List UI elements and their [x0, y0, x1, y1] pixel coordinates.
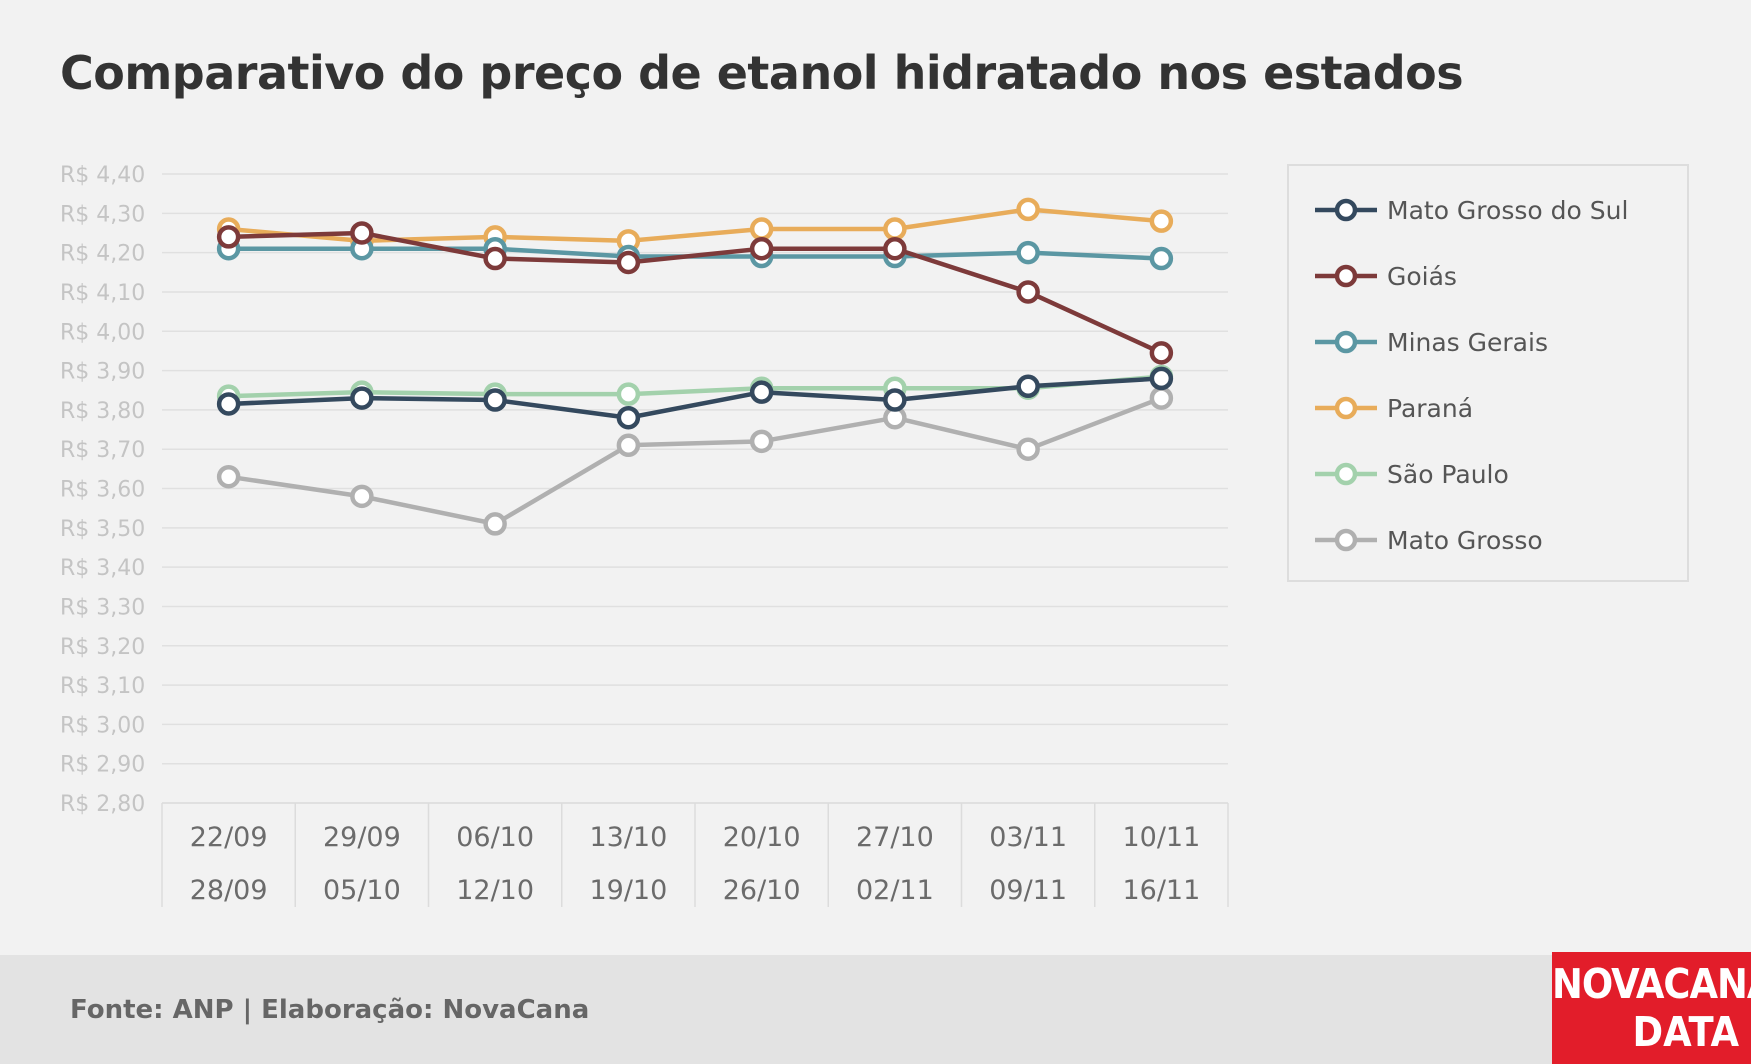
data-point-goias — [350, 221, 374, 245]
data-point-mato-grosso-do-sul — [1149, 366, 1174, 391]
data-point-goias — [883, 236, 907, 261]
data-point-sao-paulo — [616, 382, 641, 406]
data-point-goias — [1149, 341, 1174, 365]
chart-title: Comparativo do preço de etanol hidratado… — [60, 46, 1464, 100]
legend-swatch-marker — [1334, 198, 1358, 222]
data-point-mato-grosso — [216, 464, 241, 489]
legend-item: Mato Grosso — [1313, 522, 1543, 558]
legend-swatch — [1315, 264, 1377, 288]
legend-swatch — [1315, 198, 1377, 222]
y-tick-label: R$ 3,00 — [60, 713, 145, 738]
series-line-mato-grosso — [228, 395, 1163, 527]
data-point-mato-grosso — [749, 429, 774, 454]
legend-swatch-marker — [1334, 528, 1358, 552]
data-point-mato-grosso-do-sul — [749, 380, 774, 404]
y-tick-label: R$ 3,20 — [60, 635, 145, 660]
legend-swatch-marker — [1334, 330, 1358, 354]
data-point-goias — [1016, 280, 1040, 304]
data-point-minas-gerais — [1149, 246, 1174, 271]
data-point-parana — [1016, 197, 1040, 222]
x-tick-label-end: 09/11 — [989, 875, 1067, 906]
data-point-parana — [1149, 209, 1174, 233]
data-point-parana — [749, 217, 774, 241]
y-tick-label: R$ 3,60 — [60, 478, 145, 503]
chart-legend: Mato Grosso do Sul Goiás Minas Gerais Paran… — [1287, 164, 1689, 582]
y-tick-label: R$ 3,70 — [60, 438, 145, 463]
legend-label: Minas Gerais — [1387, 327, 1548, 357]
legend-item: São Paulo — [1313, 456, 1509, 492]
y-tick-label: R$ 4,10 — [60, 281, 145, 306]
data-point-mato-grosso-do-sul — [883, 388, 907, 412]
legend-swatch-marker — [1334, 264, 1358, 288]
x-tick-label-end: 12/10 — [456, 875, 534, 906]
y-tick-label: R$ 3,10 — [60, 674, 145, 699]
y-tick-label: R$ 3,90 — [60, 360, 145, 385]
x-tick-label-start: 10/11 — [1122, 822, 1200, 853]
logo-line1: NOVACANA — [1552, 960, 1751, 1008]
data-point-goias — [749, 236, 774, 261]
series-line-goias — [228, 230, 1163, 355]
data-point-mato-grosso-do-sul — [616, 405, 641, 430]
legend-item: Goiás — [1313, 258, 1457, 294]
series-line-mato-grosso-do-sul — [228, 376, 1162, 420]
x-tick-label-start: 22/09 — [190, 822, 268, 853]
data-point-minas-gerais — [1016, 240, 1040, 265]
legend-swatch — [1315, 330, 1377, 354]
x-tick-label-start: 27/10 — [856, 822, 934, 853]
y-tick-label: R$ 2,80 — [60, 792, 145, 817]
line-chart: R$ 4,40 R$ 4,30 R$ 4,20 R$ 4,10 R$ 4,00 R$ 3,… — [60, 163, 1229, 907]
source-note: Fonte: ANP | Elaboração: NovaCana — [70, 995, 590, 1025]
legend-item: Mato Grosso do Sul — [1313, 192, 1628, 228]
legend-label: Mato Grosso — [1387, 525, 1543, 555]
x-tick-label-end: 05/10 — [323, 875, 401, 906]
legend-label: São Paulo — [1387, 459, 1509, 489]
data-point-mato-grosso — [616, 433, 641, 458]
x-tick-label-start: 20/10 — [723, 822, 801, 853]
x-tick-label-start: 06/10 — [456, 822, 534, 853]
y-tick-label: R$ 3,50 — [60, 517, 145, 542]
logo-line2: DATA — [1632, 1008, 1739, 1056]
data-point-goias — [616, 250, 641, 275]
data-point-goias — [216, 225, 241, 249]
legend-swatch — [1315, 528, 1377, 552]
data-point-mato-grosso-do-sul — [350, 386, 374, 410]
y-tick-label: R$ 3,80 — [60, 399, 145, 424]
data-point-mato-grosso-do-sul — [483, 388, 507, 412]
legend-item: Paraná — [1313, 390, 1473, 426]
x-tick-label-end: 19/10 — [589, 875, 667, 906]
legend-item: Minas Gerais — [1313, 324, 1548, 360]
y-tick-label: R$ 4,20 — [60, 242, 145, 267]
data-point-mato-grosso — [1149, 386, 1174, 410]
y-tick-label: R$ 3,40 — [60, 556, 145, 581]
data-point-mato-grosso — [483, 512, 507, 536]
data-point-mato-grosso — [350, 484, 374, 509]
legend-swatch — [1315, 396, 1377, 420]
y-tick-label: R$ 2,90 — [60, 753, 145, 778]
legend-swatch-marker — [1334, 462, 1358, 486]
novacana-data-logo: NOVACANA DATA — [1552, 952, 1751, 1064]
data-point-mato-grosso-do-sul — [1016, 374, 1040, 399]
legend-label: Paraná — [1387, 393, 1474, 423]
data-point-mato-grosso-do-sul — [216, 392, 241, 416]
y-tick-label: R$ 4,40 — [60, 163, 145, 188]
x-tick-label-start: 13/10 — [589, 822, 667, 853]
footer: Fonte: ANP | Elaboração: NovaCana — [0, 955, 1751, 1064]
x-tick-label-end: 28/09 — [190, 875, 268, 906]
data-point-parana — [883, 217, 907, 241]
x-tick-label-start: 03/11 — [989, 822, 1067, 853]
y-tick-label: R$ 4,00 — [60, 320, 145, 345]
x-tick-label-end: 26/10 — [723, 875, 801, 906]
y-tick-label: R$ 3,30 — [60, 595, 145, 620]
legend-label: Goiás — [1387, 261, 1457, 291]
x-tick-label-start: 29/09 — [323, 822, 401, 853]
legend-swatch — [1315, 462, 1377, 486]
legend-swatch-marker — [1334, 396, 1358, 420]
data-point-goias — [483, 246, 507, 271]
x-tick-label-end: 16/11 — [1122, 875, 1200, 906]
legend-label: Mato Grosso do Sul — [1387, 195, 1629, 225]
x-tick-label-end: 02/11 — [856, 875, 934, 906]
series-line-parana — [228, 207, 1162, 244]
data-point-mato-grosso — [1016, 437, 1040, 461]
y-tick-label: R$ 4,30 — [60, 202, 145, 227]
